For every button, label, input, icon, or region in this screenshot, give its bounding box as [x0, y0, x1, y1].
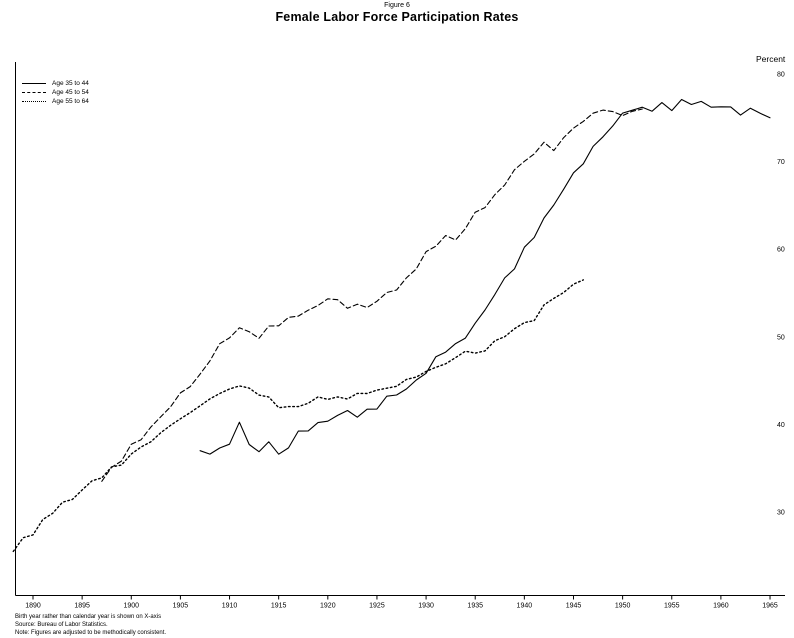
footnote-note: Note: Figures are adjusted to be methodi… — [15, 629, 167, 636]
x-tick-label: 1890 — [25, 603, 41, 610]
figure-number-label: Figure 6 — [384, 2, 410, 9]
x-tick-label: 1905 — [173, 603, 189, 610]
x-tick-label: 1940 — [517, 603, 533, 610]
x-tick-label: 1895 — [74, 603, 90, 610]
legend-item-age-55-64: Age 55 to 64 — [22, 97, 89, 106]
y-axis-title: Percent — [756, 54, 786, 64]
chart-footnotes: Birth year rather than calendar year is … — [15, 614, 166, 637]
x-tick-label: 1945 — [566, 603, 582, 610]
dashed-line-sample-icon — [22, 92, 46, 93]
dotted-line-sample-icon — [22, 101, 46, 102]
y-tick-label: 80 — [777, 72, 785, 79]
chart-legend: Age 35 to 44 Age 45 to 54 Age 55 to 64 — [22, 79, 89, 106]
legend-label: Age 55 to 64 — [52, 98, 89, 105]
x-tick-label: 1965 — [762, 603, 778, 610]
chart-title: Female Labor Force Participation Rates — [275, 10, 519, 24]
x-tick-label: 1955 — [664, 603, 680, 610]
x-tick-label: 1950 — [615, 603, 631, 610]
series-line-age-35-to-44 — [199, 98, 771, 455]
x-tick-label: 1925 — [369, 603, 385, 610]
legend-label: Age 45 to 54 — [52, 89, 89, 96]
y-tick-label: 50 — [777, 334, 785, 341]
series-line-age-45-to-54 — [101, 108, 643, 482]
y-tick-label: 40 — [777, 422, 785, 429]
x-tick-label: 1930 — [418, 603, 434, 610]
y-tick-label: 70 — [777, 159, 785, 166]
x-tick-label: 1935 — [467, 603, 483, 610]
series-line-age-55-to-64 — [12, 279, 584, 553]
legend-label: Age 35 to 44 — [52, 80, 89, 87]
x-tick-label: 1960 — [713, 603, 729, 610]
x-tick-label: 1920 — [320, 603, 336, 610]
y-tick-label: 60 — [777, 247, 785, 254]
solid-line-sample-icon — [22, 83, 46, 84]
footnote-x-axis: Birth year rather than calendar year is … — [15, 614, 162, 620]
footnote-source: Source: Bureau of Labor Statistics. — [15, 621, 108, 628]
x-tick-label: 1915 — [271, 603, 287, 610]
y-tick-label: 30 — [777, 510, 785, 517]
legend-item-age-35-44: Age 35 to 44 — [22, 79, 89, 88]
legend-item-age-45-54: Age 45 to 54 — [22, 88, 89, 97]
x-tick-label: 1910 — [222, 603, 238, 610]
x-tick-label: 1900 — [123, 603, 139, 610]
